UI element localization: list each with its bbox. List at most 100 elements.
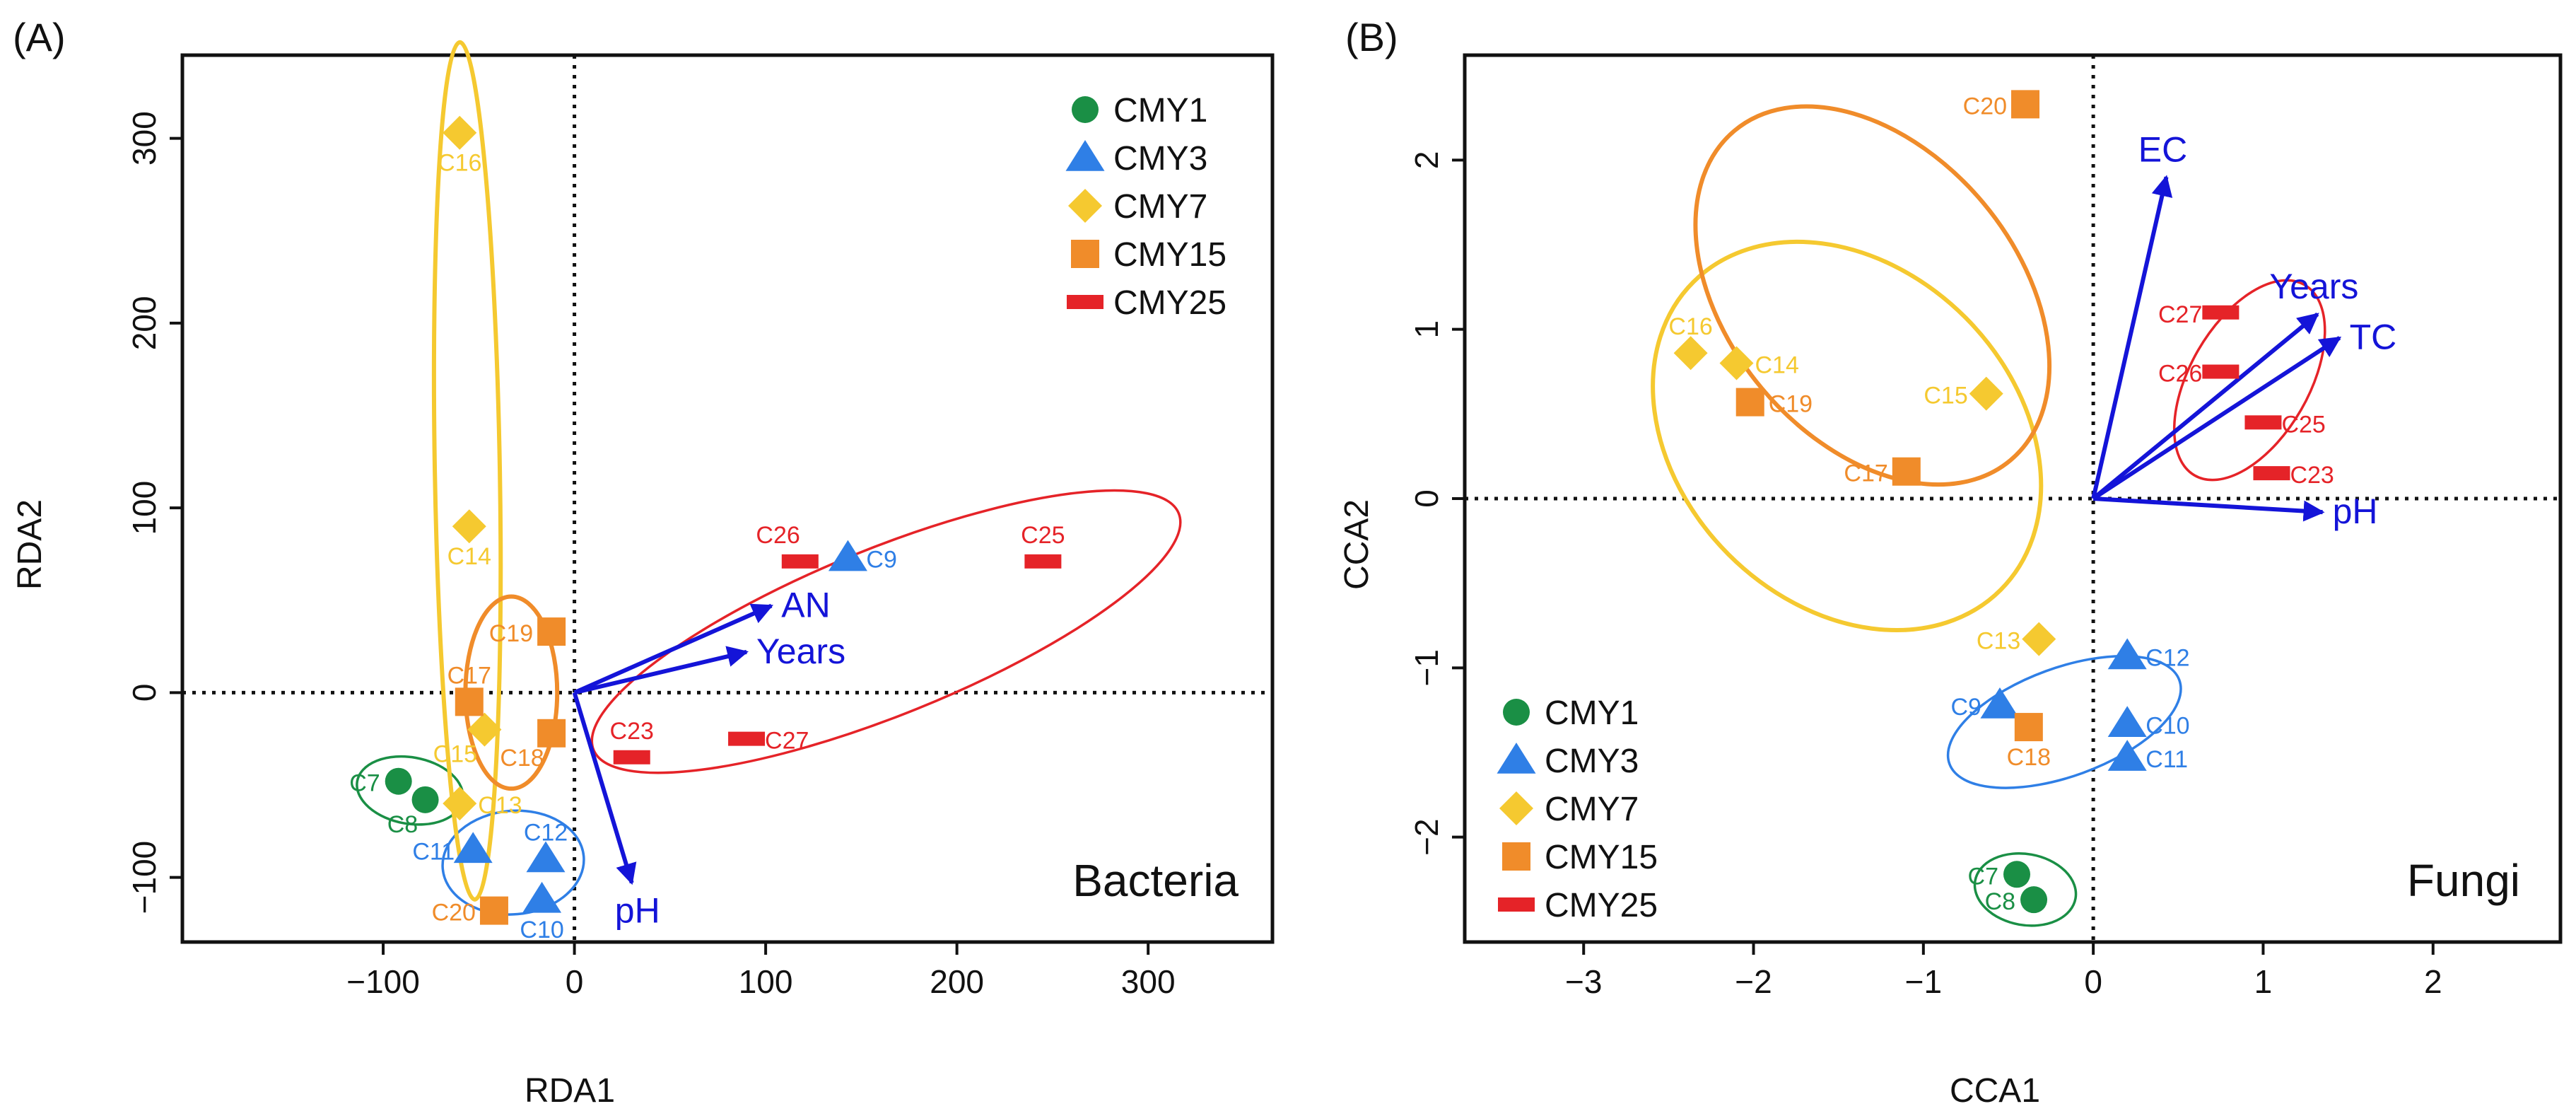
point-c11	[453, 832, 493, 864]
y-tick-label: −2	[1408, 818, 1445, 855]
vector-arrow-an	[573, 603, 773, 695]
point-label-c13: C13	[1977, 628, 2020, 655]
point-label-c23: C23	[610, 718, 654, 745]
x-tick-label: 0	[566, 963, 584, 1000]
ellipse-cmy3	[1946, 654, 2182, 789]
point-label-c25: C25	[1021, 522, 1065, 549]
legend-marker-cmy15	[1502, 842, 1530, 871]
x-tick-label: 2	[2424, 963, 2442, 1000]
x-tick-label: −100	[346, 963, 420, 1000]
point-label-c16: C16	[438, 150, 481, 177]
point-c11	[2107, 740, 2147, 771]
x-tick-label: −2	[1735, 963, 1772, 1000]
vector-arrow-ph	[572, 692, 637, 885]
point-label-c20: C20	[432, 900, 476, 926]
legend-marker-cmy1	[1072, 96, 1099, 123]
point-label-c11: C11	[412, 838, 455, 865]
point-label-c23: C23	[2290, 462, 2334, 489]
y-axis-label: RDA2	[11, 499, 49, 590]
point-c18	[537, 719, 566, 748]
point-c26	[2202, 364, 2240, 379]
y-tick-label: 300	[126, 111, 163, 165]
vector-label-an: AN	[781, 586, 830, 625]
panel-a-bacteria-rda: (A) RDA1 RDA2 Bacteria −100 0 100 200 300 −10…	[11, 15, 1275, 1110]
point-label-c10: C10	[520, 917, 563, 943]
point-label-c7: C7	[1968, 863, 1998, 890]
vector-arrow-years	[2092, 312, 2319, 501]
vector-arrow-ph	[2092, 496, 2325, 522]
legend-entry-cmy25: CMY25	[1545, 887, 1658, 924]
legend-entry-cmy7: CMY7	[1113, 188, 1207, 226]
legend-marker-cmy7	[1068, 189, 1102, 223]
legend-entry-cmy25: CMY25	[1113, 284, 1226, 322]
point-c7	[385, 767, 412, 795]
point-label-c17: C17	[1844, 460, 1887, 487]
vector-label-years: Years	[756, 632, 845, 671]
point-c17	[1892, 457, 1921, 486]
point-c19	[537, 617, 566, 646]
point-c26	[781, 554, 819, 569]
point-c10	[2107, 706, 2147, 738]
x-tick-label: 100	[739, 963, 793, 1000]
point-label-c15: C15	[433, 741, 477, 768]
ellipse-cmy25	[2172, 279, 2326, 482]
legend-entry-cmy3: CMY3	[1113, 140, 1207, 178]
y-tick-label: −100	[126, 841, 163, 914]
legend-entry-cmy7: CMY7	[1545, 791, 1639, 828]
point-label-c26: C26	[756, 522, 800, 549]
y-tick-label: 1	[1408, 320, 1445, 339]
vector-label-tc: TC	[2350, 318, 2397, 357]
ellipse-cmy1	[1973, 852, 2078, 927]
point-label-c15: C15	[1924, 383, 1967, 409]
point-label-c27: C27	[2158, 301, 2202, 328]
y-tick-label: 200	[126, 296, 163, 350]
legend-entry-cmy3: CMY3	[1545, 743, 1639, 780]
legend-entry-cmy1: CMY1	[1545, 694, 1639, 732]
point-label-c12: C12	[2145, 645, 2189, 672]
x-tick-label: −1	[1905, 963, 1942, 1000]
point-label-c9: C9	[866, 547, 896, 574]
point-c8	[411, 786, 439, 813]
x-tick-label: 200	[930, 963, 984, 1000]
x-axis-label: CCA1	[1950, 1072, 2040, 1110]
point-c9	[1980, 687, 2020, 719]
plot-subtitle: Bacteria	[1072, 855, 1239, 906]
point-label-c7: C7	[349, 770, 380, 797]
point-c13	[443, 786, 477, 821]
point-label-c20: C20	[1963, 93, 2007, 120]
y-tick-label: 0	[126, 684, 163, 702]
point-label-c14: C14	[1755, 352, 1798, 379]
ellipse-cmy7	[431, 40, 503, 902]
point-label-c8: C8	[1985, 888, 2015, 915]
point-label-c25: C25	[2281, 411, 2325, 438]
point-c27	[728, 731, 766, 746]
point-label-c19: C19	[489, 620, 533, 647]
point-label-c8: C8	[387, 811, 418, 838]
point-c12	[2107, 638, 2147, 670]
x-tick-label: −3	[1565, 963, 1602, 1000]
point-c10	[522, 881, 562, 913]
legend-marker-cmy15	[1071, 240, 1099, 268]
legend-marker-cmy3	[1497, 743, 1536, 774]
x-tick-label: 1	[2254, 963, 2273, 1000]
point-c15	[467, 712, 502, 747]
point-c27	[2202, 305, 2240, 320]
point-label-c18: C18	[2007, 744, 2051, 771]
point-c8	[2020, 886, 2048, 914]
point-c20	[2011, 90, 2040, 119]
point-label-c14: C14	[447, 543, 491, 570]
point-label-c9: C9	[1951, 694, 1981, 721]
point-label-c17: C17	[447, 662, 491, 689]
point-label-c26: C26	[2158, 361, 2202, 388]
y-tick-label: −1	[1408, 649, 1445, 686]
vector-label-ec: EC	[2138, 129, 2187, 169]
vector-arrow-years	[573, 646, 749, 695]
point-label-c10: C10	[2145, 712, 2189, 739]
y-axis-label: CCA2	[1338, 499, 1376, 590]
point-c20	[479, 896, 508, 925]
legend-marker-cmy25	[1498, 897, 1535, 912]
panel-label: (A)	[13, 15, 66, 59]
plot-frame	[180, 53, 1275, 944]
y-tick-label: 100	[126, 481, 163, 535]
